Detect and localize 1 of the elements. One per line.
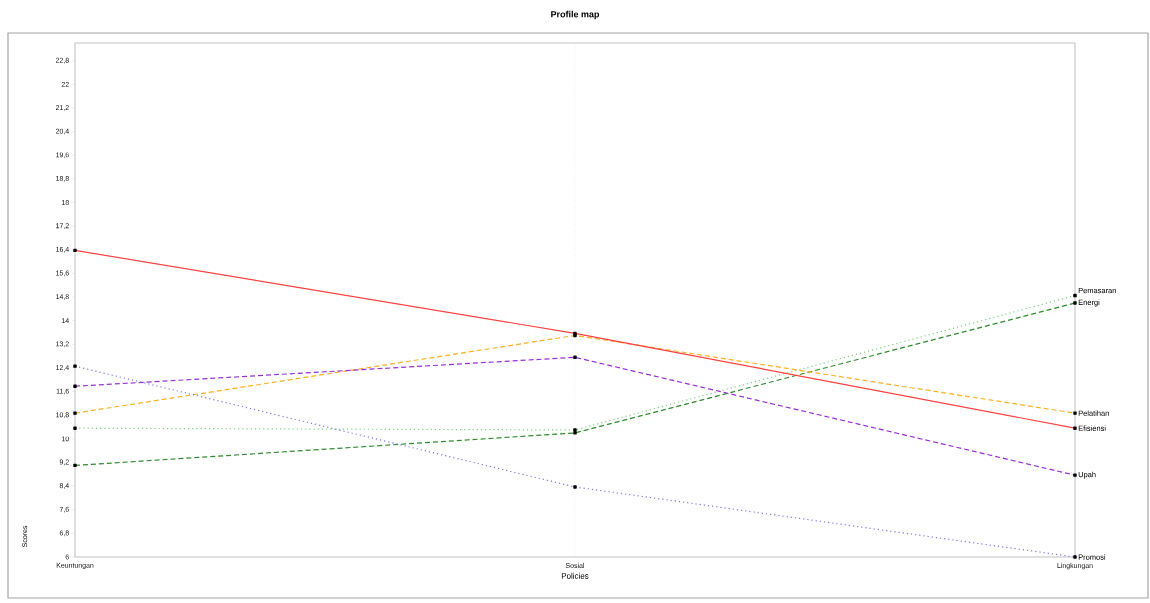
chart-title: Profile map bbox=[551, 10, 600, 20]
